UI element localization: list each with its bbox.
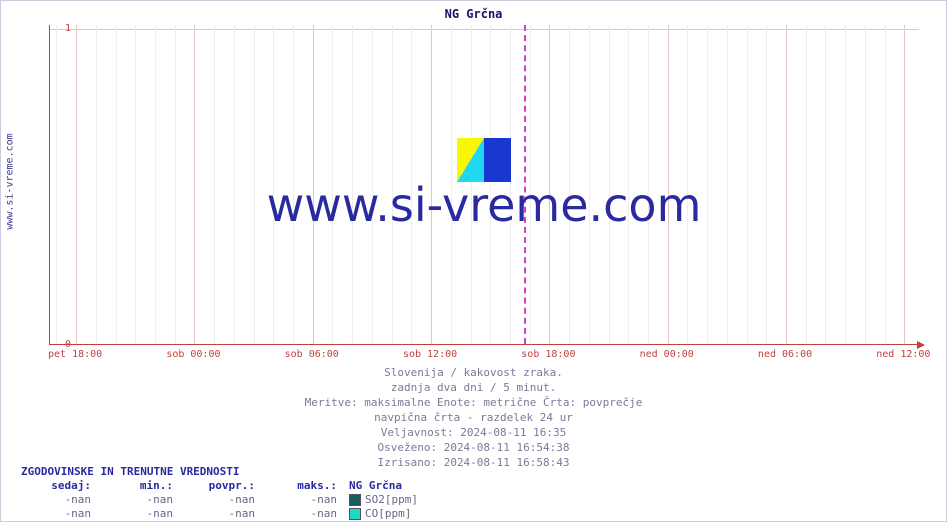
minor-gridline (273, 25, 274, 344)
minor-gridline (687, 25, 688, 344)
legend-row: -nan-nan-nan-nanSO2[ppm] (21, 493, 418, 507)
x-tick-label: pet 18:00 (48, 349, 102, 360)
major-gridline (786, 25, 787, 344)
x-tick-label: sob 00:00 (166, 349, 220, 360)
legend-name-header: NG Grčna (349, 479, 402, 493)
minor-gridline (766, 25, 767, 344)
caption-line: zadnja dva dni / 5 minut. (1, 380, 946, 395)
minor-gridline (628, 25, 629, 344)
minor-gridline (332, 25, 333, 344)
minor-gridline (254, 25, 255, 344)
minor-gridline (747, 25, 748, 344)
minor-gridline (530, 25, 531, 344)
chart-title: NG Grčna (1, 7, 946, 21)
chart-container: www.si-vreme.com NG Grčna www.si-vreme.c… (0, 0, 947, 522)
x-tick-label: sob 06:00 (285, 349, 339, 360)
legend-row: -nan-nan-nan-nanCO[ppm] (21, 507, 418, 521)
legend-header: povpr.: (185, 479, 267, 493)
minor-gridline (490, 25, 491, 344)
x-tick-label: ned 06:00 (758, 349, 812, 360)
legend-header: maks.: (267, 479, 349, 493)
major-gridline (549, 25, 550, 344)
legend-value: -nan (185, 507, 267, 521)
legend-series: SO2[ppm] (349, 493, 418, 507)
legend-header: min.: (103, 479, 185, 493)
plot-area (49, 25, 919, 345)
time-marker (524, 25, 526, 344)
caption-line: Slovenija / kakovost zraka. (1, 365, 946, 380)
series-swatch-icon (349, 494, 361, 506)
minor-gridline (648, 25, 649, 344)
caption-line: Veljavnost: 2024-08-11 16:35 (1, 425, 946, 440)
y-axis-sidebar: www.si-vreme.com (3, 1, 17, 361)
minor-gridline (392, 25, 393, 344)
series-label: SO2[ppm] (365, 493, 418, 506)
minor-gridline (135, 25, 136, 344)
major-gridline (904, 25, 905, 344)
y-gridline (50, 29, 919, 30)
minor-gridline (372, 25, 373, 344)
legend-value: -nan (103, 493, 185, 507)
caption-line: Meritve: maksimalne Enote: metrične Črta… (1, 395, 946, 410)
minor-gridline (116, 25, 117, 344)
legend-value: -nan (21, 493, 103, 507)
legend-header: sedaj: (21, 479, 103, 493)
x-tick-label: sob 12:00 (403, 349, 457, 360)
minor-gridline (56, 25, 57, 344)
minor-gridline (510, 25, 511, 344)
minor-gridline (885, 25, 886, 344)
minor-gridline (293, 25, 294, 344)
x-tick-label: sob 18:00 (521, 349, 575, 360)
minor-gridline (609, 25, 610, 344)
caption-line: Osveženo: 2024-08-11 16:54:38 (1, 440, 946, 455)
legend-value: -nan (21, 507, 103, 521)
caption-block: Slovenija / kakovost zraka. zadnja dva d… (1, 365, 946, 470)
x-axis-arrow-icon (917, 341, 925, 349)
sidebar-label: www.si-vreme.com (5, 133, 16, 229)
y-tick-1: 1 (51, 23, 71, 34)
legend-value: -nan (185, 493, 267, 507)
major-gridline (431, 25, 432, 344)
major-gridline (194, 25, 195, 344)
minor-gridline (411, 25, 412, 344)
caption-line: navpična črta - razdelek 24 ur (1, 410, 946, 425)
x-tick-label: ned 00:00 (640, 349, 694, 360)
legend: ZGODOVINSKE IN TRENUTNE VREDNOSTI sedaj:… (21, 465, 418, 521)
minor-gridline (234, 25, 235, 344)
legend-title: ZGODOVINSKE IN TRENUTNE VREDNOSTI (21, 465, 418, 479)
minor-gridline (727, 25, 728, 344)
minor-gridline (825, 25, 826, 344)
legend-header-row: sedaj: min.: povpr.: maks.: NG Grčna (21, 479, 418, 493)
minor-gridline (589, 25, 590, 344)
major-gridline (76, 25, 77, 344)
minor-gridline (865, 25, 866, 344)
series-label: CO[ppm] (365, 507, 411, 520)
minor-gridline (96, 25, 97, 344)
major-gridline (313, 25, 314, 344)
minor-gridline (155, 25, 156, 344)
minor-gridline (214, 25, 215, 344)
x-tick-label: ned 12:00 (876, 349, 930, 360)
minor-gridline (707, 25, 708, 344)
minor-gridline (845, 25, 846, 344)
minor-gridline (806, 25, 807, 344)
legend-value: -nan (103, 507, 185, 521)
legend-value: -nan (267, 507, 349, 521)
legend-series: CO[ppm] (349, 507, 411, 521)
series-swatch-icon (349, 508, 361, 520)
major-gridline (668, 25, 669, 344)
minor-gridline (352, 25, 353, 344)
minor-gridline (175, 25, 176, 344)
minor-gridline (451, 25, 452, 344)
minor-gridline (471, 25, 472, 344)
legend-value: -nan (267, 493, 349, 507)
minor-gridline (569, 25, 570, 344)
